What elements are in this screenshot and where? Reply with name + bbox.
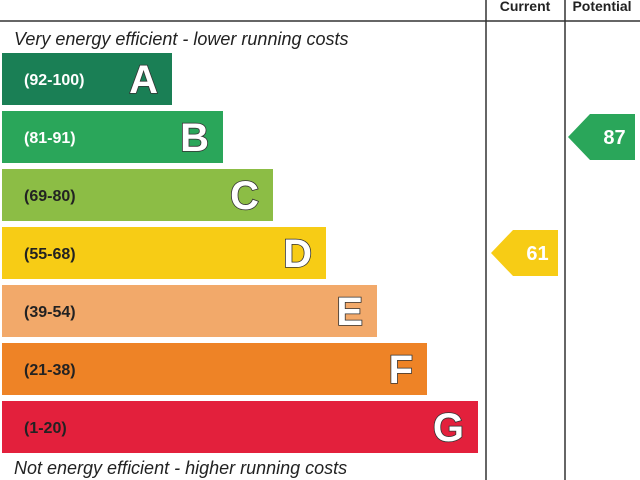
- top-caption: Very energy efficient - lower running co…: [14, 29, 349, 49]
- current-rating-arrow-shape: [491, 230, 558, 276]
- band-bar-d: [2, 227, 326, 279]
- potential-header: Potential: [572, 0, 631, 14]
- band-c: (69-80) C: [2, 169, 273, 221]
- band-range-f: (21-38): [24, 362, 76, 379]
- band-range-e: (39-54): [24, 304, 76, 321]
- band-letter-d: D: [283, 232, 312, 276]
- rating-bands: (92-100) A (81-91) B (69-80) C (55-68) D (39-54)…: [2, 53, 478, 453]
- current-header: Current: [500, 0, 551, 14]
- band-letter-b: B: [180, 116, 209, 160]
- band-bar-g: [2, 401, 478, 453]
- band-letter-f: F: [389, 348, 413, 392]
- band-bar-f: [2, 343, 427, 395]
- bottom-caption: Not energy efficient - higher running co…: [14, 458, 347, 478]
- band-bar-b: [2, 111, 223, 163]
- current-rating-arrow-value: 61: [526, 243, 548, 265]
- band-range-g: (1-20): [24, 420, 67, 437]
- band-range-b: (81-91): [24, 130, 76, 147]
- band-bar-a: [2, 53, 172, 105]
- band-b: (81-91) B: [2, 111, 223, 163]
- band-letter-c: C: [230, 174, 259, 218]
- band-d: (55-68) D: [2, 227, 326, 279]
- band-bar-c: [2, 169, 273, 221]
- band-f: (21-38) F: [2, 343, 427, 395]
- band-range-a: (92-100): [24, 72, 84, 89]
- band-letter-g: G: [433, 406, 464, 450]
- potential-rating-arrow-value: 87: [603, 127, 625, 149]
- band-range-d: (55-68): [24, 246, 76, 263]
- rating-markers: 61 87: [491, 114, 635, 276]
- band-letter-a: A: [129, 58, 158, 102]
- band-g: (1-20) G: [2, 401, 478, 453]
- potential-rating-arrow: 87: [568, 114, 635, 160]
- band-a: (92-100) A: [2, 53, 172, 105]
- band-bar-e: [2, 285, 377, 337]
- current-rating-arrow: 61: [491, 230, 558, 276]
- band-e: (39-54) E: [2, 285, 377, 337]
- band-range-c: (69-80): [24, 188, 76, 205]
- band-letter-e: E: [336, 290, 363, 334]
- potential-rating-arrow-shape: [568, 114, 635, 160]
